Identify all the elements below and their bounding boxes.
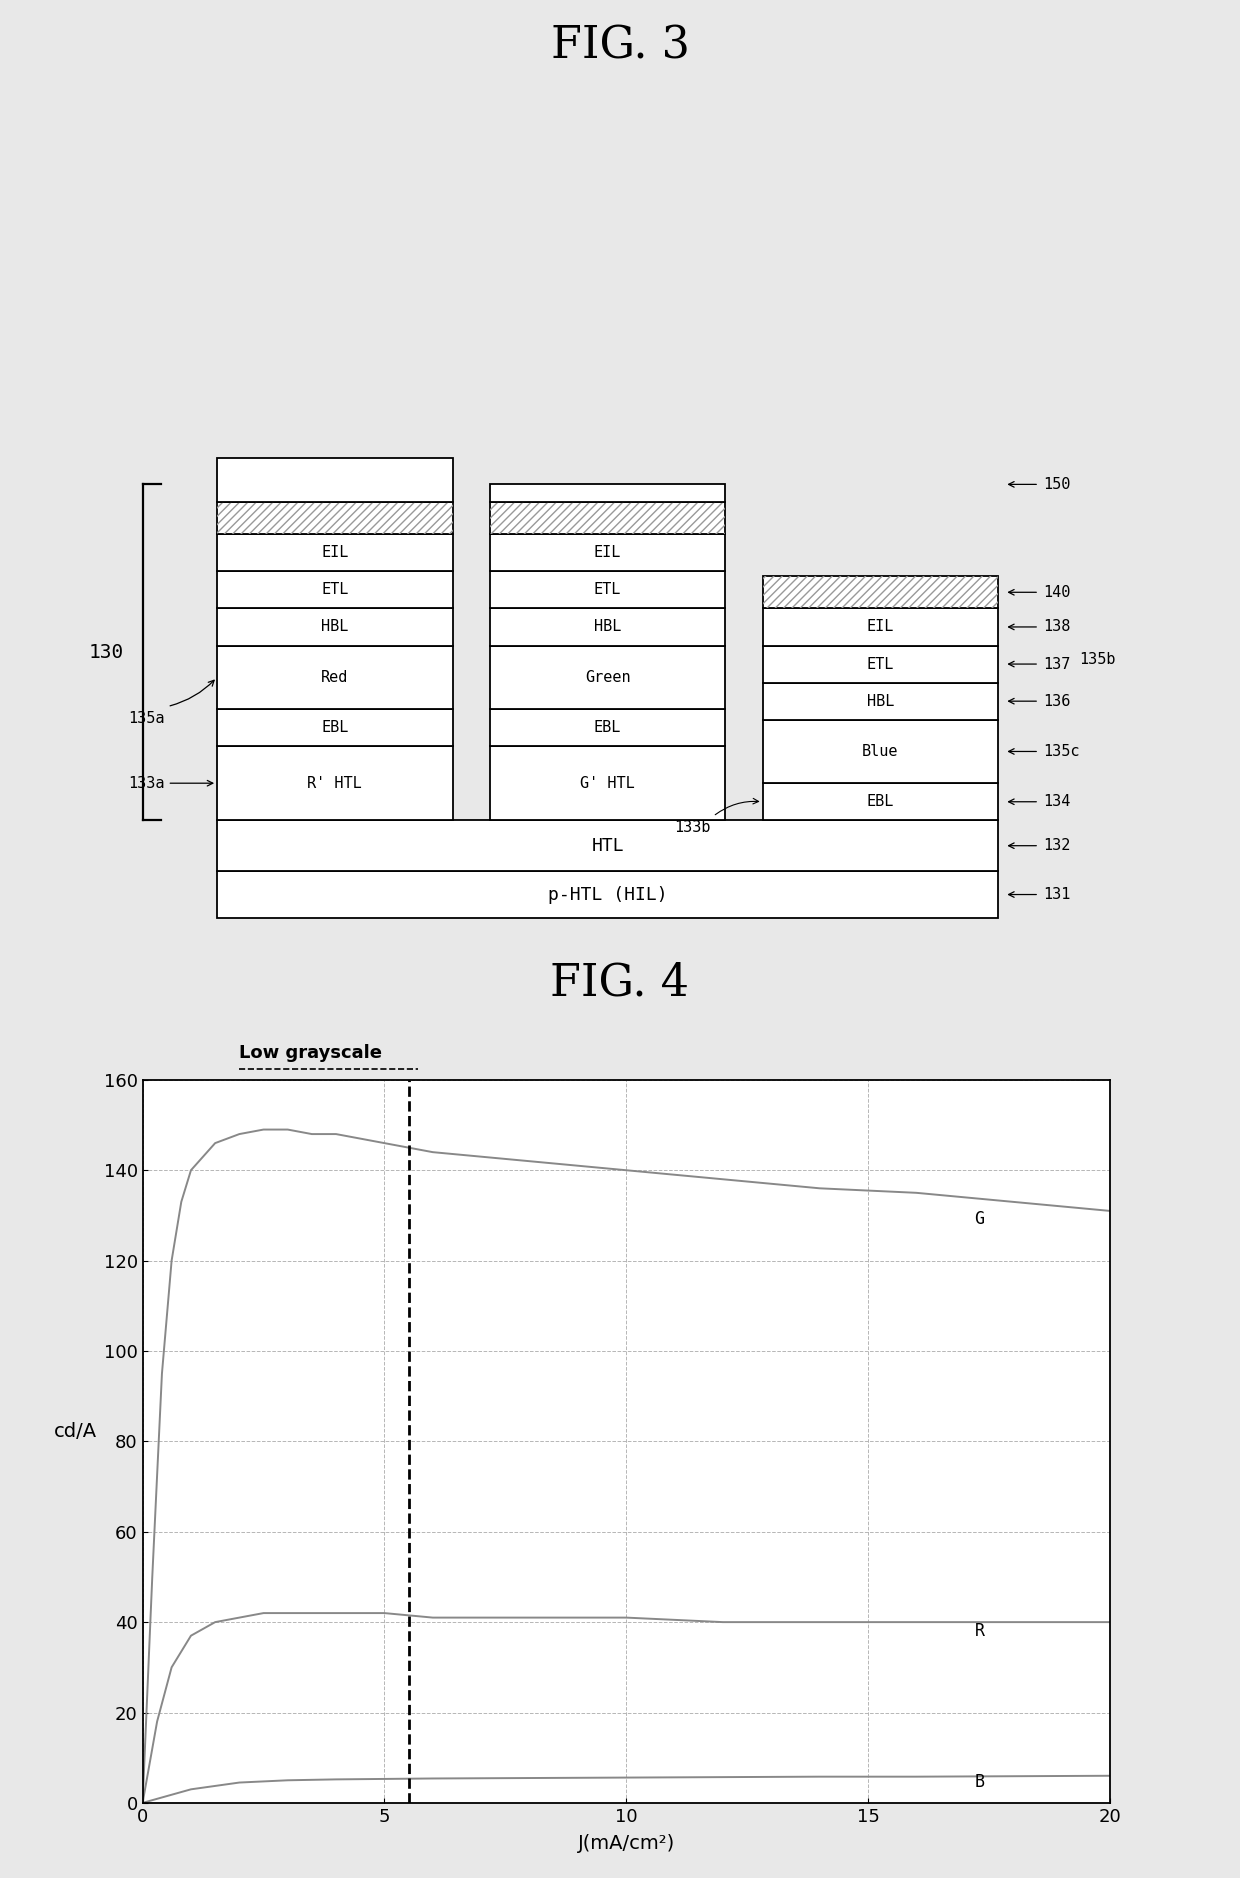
Text: 136: 136 <box>1043 693 1070 708</box>
Bar <box>217 646 453 710</box>
Text: EBL: EBL <box>321 719 348 734</box>
Text: R: R <box>975 1623 985 1639</box>
Text: G: G <box>975 1211 985 1228</box>
Text: EIL: EIL <box>867 620 894 635</box>
Text: EBL: EBL <box>594 719 621 734</box>
Bar <box>763 646 998 682</box>
Bar <box>763 682 998 719</box>
Bar <box>490 646 725 710</box>
Bar <box>217 871 998 918</box>
Text: 135c: 135c <box>1043 744 1079 759</box>
Bar <box>217 746 453 821</box>
Bar <box>217 608 453 646</box>
Text: EBL: EBL <box>867 794 894 809</box>
Bar <box>490 501 725 533</box>
Text: Blue: Blue <box>862 744 899 759</box>
Text: Green: Green <box>585 670 630 685</box>
Bar <box>217 501 453 533</box>
Bar <box>763 577 998 608</box>
Text: FIG. 4: FIG. 4 <box>551 962 689 1005</box>
Bar <box>490 746 725 821</box>
Text: HTL: HTL <box>591 838 624 854</box>
Text: EIL: EIL <box>321 545 348 560</box>
Bar <box>490 533 725 571</box>
Text: 133a: 133a <box>129 776 165 791</box>
Text: HBL: HBL <box>867 693 894 708</box>
Bar <box>490 608 725 646</box>
Text: 134: 134 <box>1043 794 1070 809</box>
Text: ETL: ETL <box>321 582 348 597</box>
Y-axis label: cd/A: cd/A <box>55 1422 98 1442</box>
Text: HBL: HBL <box>594 620 621 635</box>
Bar <box>217 458 453 501</box>
Text: 138: 138 <box>1043 620 1070 635</box>
Text: Low grayscale: Low grayscale <box>239 1044 382 1061</box>
Bar <box>217 501 453 533</box>
Text: FIG. 3: FIG. 3 <box>551 24 689 68</box>
Bar <box>490 485 725 501</box>
Text: G' HTL: G' HTL <box>580 776 635 791</box>
Bar <box>490 501 725 533</box>
Text: 137: 137 <box>1043 657 1070 672</box>
Text: ETL: ETL <box>594 582 621 597</box>
Bar <box>490 571 725 608</box>
Text: HBL: HBL <box>321 620 348 635</box>
Text: 130: 130 <box>89 642 124 661</box>
Bar <box>763 577 998 608</box>
Bar <box>217 821 998 871</box>
Text: B: B <box>975 1773 985 1792</box>
Text: 135b: 135b <box>1079 652 1115 667</box>
Text: Red: Red <box>321 670 348 685</box>
Bar <box>763 608 998 646</box>
Text: 150: 150 <box>1043 477 1070 492</box>
Bar <box>490 710 725 746</box>
Text: 140: 140 <box>1043 584 1070 599</box>
Text: EIL: EIL <box>594 545 621 560</box>
Text: 131: 131 <box>1043 886 1070 901</box>
Text: R' HTL: R' HTL <box>308 776 362 791</box>
X-axis label: J(mA/cm²): J(mA/cm²) <box>578 1835 675 1854</box>
Bar <box>217 533 453 571</box>
Text: p-HTL (HIL): p-HTL (HIL) <box>548 886 667 903</box>
Bar <box>217 571 453 608</box>
Text: ETL: ETL <box>867 657 894 672</box>
Text: 135a: 135a <box>129 710 165 725</box>
Bar <box>217 710 453 746</box>
Text: 132: 132 <box>1043 838 1070 853</box>
Text: 133b: 133b <box>675 819 711 834</box>
Bar <box>763 783 998 821</box>
Bar <box>763 719 998 783</box>
